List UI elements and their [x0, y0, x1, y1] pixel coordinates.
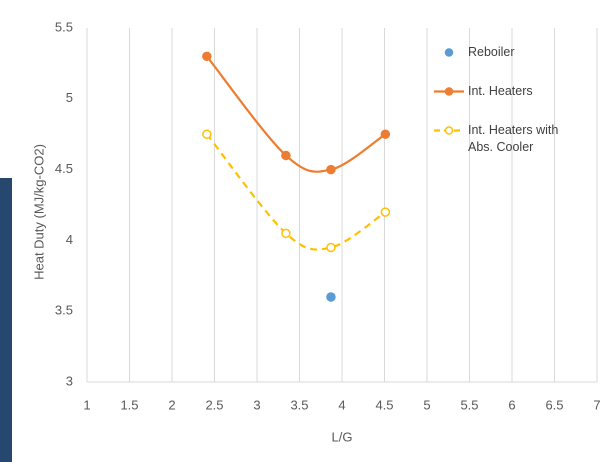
x-tick-label: 3.5 [290, 397, 308, 412]
y-axis-title: Heat Duty (MJ/kg-CO2) [31, 144, 46, 280]
y-tick-label: 3.5 [55, 303, 73, 318]
x-tick-label: 2 [168, 397, 175, 412]
x-tick-label: 5.5 [460, 397, 478, 412]
series-line [205, 55, 386, 173]
legend-icon [444, 48, 454, 57]
x-tick-label: 1 [83, 397, 90, 412]
legend-label: Reboiler [468, 45, 515, 59]
y-tick-label: 4 [66, 232, 73, 247]
y-tick-label: 4.5 [55, 161, 73, 176]
legend-icon [434, 87, 464, 96]
x-tick-label: 2.5 [205, 397, 223, 412]
y-tick-label: 5 [66, 90, 73, 105]
marker [326, 292, 336, 302]
marker [202, 129, 212, 139]
marker [444, 126, 454, 135]
legend-label: Int. Heaters with Abs. Cooler [468, 123, 559, 154]
y-tick-label: 5.5 [55, 19, 73, 34]
x-tick-label: 6 [508, 397, 515, 412]
marker [281, 150, 291, 161]
legend-entry: Reboiler [412, 44, 592, 61]
x-tick-label: 3 [253, 397, 260, 412]
chart-area [12, 0, 606, 462]
x-tick-label: 6.5 [545, 397, 563, 412]
marker [326, 242, 336, 253]
marker [380, 207, 391, 217]
series-line [205, 133, 386, 251]
legend-entry: Int. Heaters with Abs. Cooler [412, 122, 592, 156]
x-tick-label: 7 [593, 397, 600, 412]
legend: Reboiler Int. Heaters Int. Heaters with Ab… [412, 44, 592, 178]
marker [202, 51, 212, 62]
legend-icon [434, 126, 464, 135]
y-tick-label: 3 [66, 373, 73, 388]
x-tick-label: 4 [338, 397, 345, 412]
x-tick-label: 4.5 [375, 397, 393, 412]
marker [326, 164, 336, 175]
marker [444, 48, 454, 57]
marker [281, 228, 291, 239]
background-fragment [0, 178, 12, 462]
legend-label: Int. Heaters [468, 84, 533, 98]
marker [444, 87, 454, 96]
x-axis-title: L/G [332, 429, 353, 444]
marker [380, 129, 391, 139]
legend-entry: Int. Heaters [412, 83, 592, 100]
x-tick-label: 5 [423, 397, 430, 412]
x-tick-label: 1.5 [120, 397, 138, 412]
